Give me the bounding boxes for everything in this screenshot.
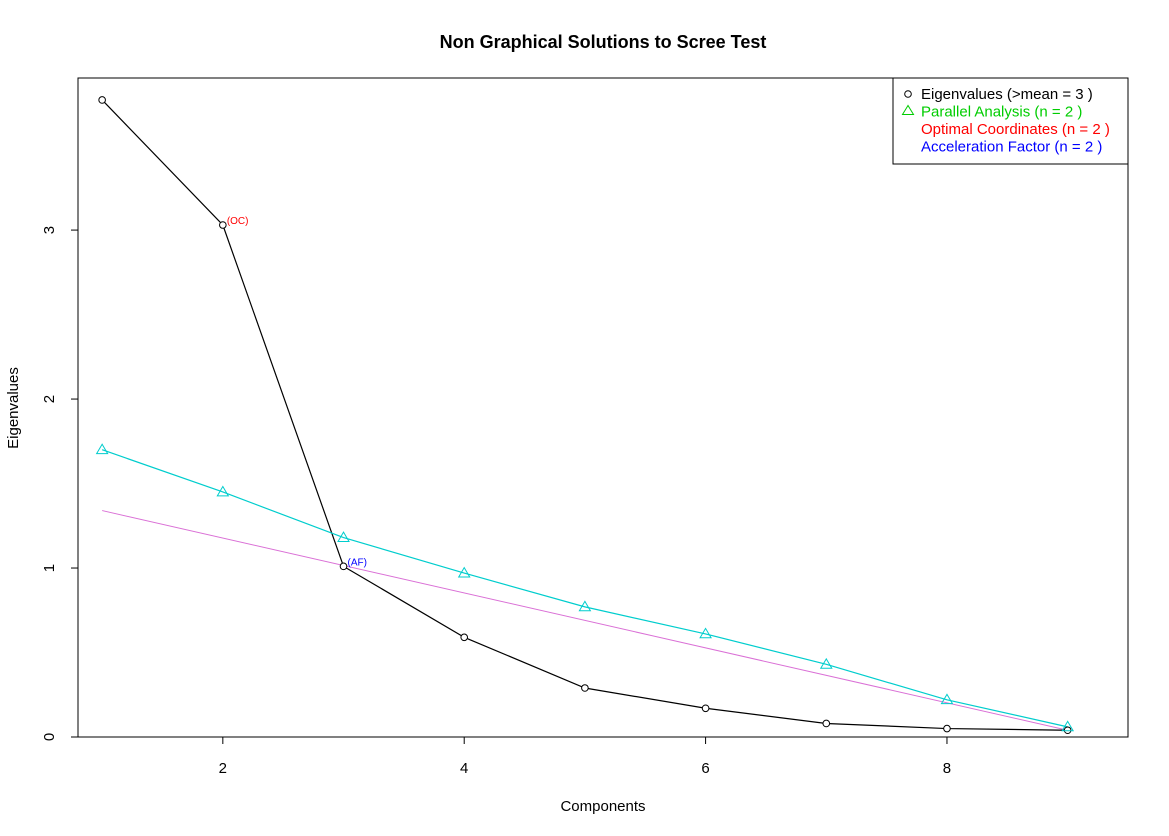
series-lines <box>101 99 1068 731</box>
legend-entry: Optimal Coordinates (n = 2 ) <box>921 121 1110 138</box>
eigenvalue-point <box>98 96 106 104</box>
y-tick-label: 0 <box>41 733 58 741</box>
chart-title: Non Graphical Solutions to Scree Test <box>440 32 767 52</box>
eigenvalues-line <box>101 99 1068 731</box>
parallel-analysis-point <box>216 485 230 497</box>
parallel-analysis-point <box>819 657 833 669</box>
legend-triangle-marker <box>901 104 915 115</box>
eigenvalue-point <box>219 221 227 229</box>
parallel-analysis-point <box>578 600 592 612</box>
parallel-analysis-point <box>940 693 954 705</box>
eigenvalue-point <box>581 684 589 692</box>
x-tick-label: 8 <box>943 760 951 777</box>
y-axis: 0 1 2 3 <box>41 226 78 741</box>
legend-box <box>892 77 1129 165</box>
annotation-oc: (OC) <box>227 216 249 227</box>
parallel-analysis-point <box>1061 720 1075 732</box>
legend: Eigenvalues (>mean = 3 )Parallel Analysi… <box>892 77 1129 165</box>
eigenvalue-point <box>339 562 348 571</box>
x-tick-label: 2 <box>219 760 227 777</box>
eigenvalue-point <box>822 719 831 728</box>
x-tick-label: 6 <box>701 760 709 777</box>
eigenvalue-point <box>943 724 951 733</box>
x-axis-title: Components <box>560 798 645 815</box>
parallel-analysis-point <box>699 627 712 639</box>
plot-frame <box>77 77 1129 738</box>
legend-entry: Eigenvalues (>mean = 3 ) <box>921 86 1093 103</box>
y-tick-label: 2 <box>41 395 58 403</box>
parallel-analysis-point <box>337 531 350 542</box>
x-tick-label: 4 <box>460 760 468 777</box>
parallel-analysis-line <box>101 449 1068 728</box>
eigenvalue-point <box>701 704 710 713</box>
parallel-analysis-point <box>95 443 109 455</box>
annotations: (OC) (AF) <box>227 216 367 568</box>
optimal-coordinates-line <box>102 510 1068 731</box>
eigenvalue-point <box>460 633 469 642</box>
legend-circle-marker <box>904 90 912 98</box>
y-axis-title: Eigenvalues <box>5 367 22 449</box>
series-markers <box>95 96 1075 735</box>
y-tick-label: 1 <box>41 564 58 572</box>
legend-entry: Parallel Analysis (n = 2 ) <box>921 104 1082 121</box>
legend-entry: Acceleration Factor (n = 2 ) <box>921 139 1102 156</box>
x-axis: 2 4 6 8 <box>219 737 951 777</box>
annotation-af: (AF) <box>348 557 367 568</box>
y-tick-label: 3 <box>41 226 58 234</box>
parallel-analysis-point <box>457 566 471 578</box>
